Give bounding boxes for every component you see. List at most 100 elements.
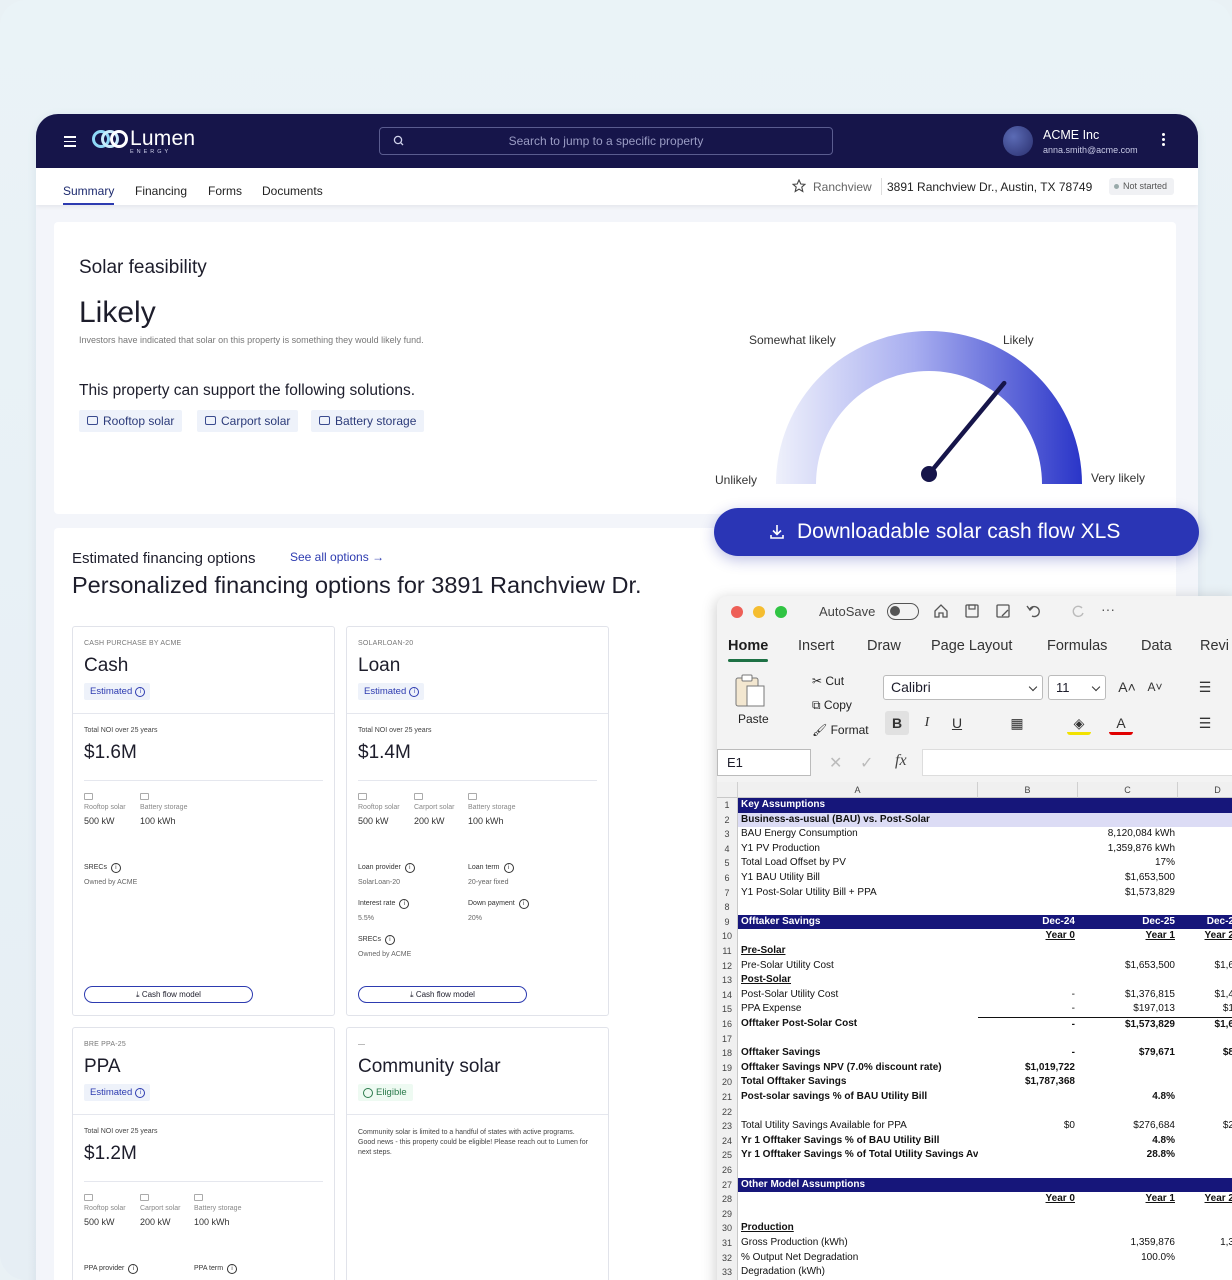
table-cell[interactable]: - [978, 1017, 1078, 1032]
row-number[interactable]: 12 [717, 958, 738, 974]
table-cell[interactable] [1178, 1265, 1232, 1280]
cash-flow-model-button[interactable]: Cash flow model [84, 986, 253, 1003]
table-cell[interactable] [1178, 1061, 1232, 1076]
table-cell[interactable] [1178, 973, 1232, 988]
column-header[interactable]: C [1078, 782, 1178, 798]
row-number[interactable]: 11 [717, 944, 738, 959]
ribbon-tab-data[interactable]: Data [1141, 638, 1172, 654]
table-cell[interactable] [1078, 1105, 1178, 1120]
table-cell[interactable]: Yr 1 Offtaker Savings % of BAU Utility B… [741, 1134, 940, 1146]
table-cell[interactable] [978, 973, 1078, 988]
row-number[interactable]: 1 [717, 798, 738, 813]
align-left-icon[interactable]: ☰ [1198, 715, 1212, 731]
ribbon-tab-page-layout[interactable]: Page Layout [931, 638, 1013, 654]
row-number[interactable]: 22 [717, 1104, 738, 1120]
table-cell[interactable]: Total Offtaker Savings [741, 1076, 847, 1088]
cut-button[interactable]: ✂ Cut [812, 674, 844, 688]
table-cell[interactable] [978, 1221, 1078, 1236]
table-cell[interactable]: $1,6 [1178, 1017, 1232, 1032]
function-icon[interactable]: fx [895, 752, 907, 769]
ribbon-tab-insert[interactable]: Insert [798, 638, 835, 654]
table-cell[interactable] [978, 856, 1078, 871]
table-cell[interactable]: $2 [1222, 1120, 1232, 1132]
favorite-star-icon[interactable] [792, 179, 806, 193]
ribbon-tab-home[interactable]: Home [728, 638, 769, 662]
table-cell[interactable] [1078, 1221, 1178, 1236]
table-cell[interactable] [1178, 842, 1232, 857]
table-cell[interactable] [978, 1178, 1078, 1193]
row-number[interactable]: 18 [717, 1046, 738, 1061]
table-cell[interactable]: Year 0 [1045, 1193, 1075, 1205]
cash-flow-model-button[interactable]: Cash flow model [358, 986, 527, 1003]
row-number[interactable]: 26 [717, 1163, 738, 1178]
row-number[interactable]: 33 [717, 1265, 738, 1280]
table-cell[interactable] [978, 1090, 1078, 1105]
table-cell[interactable]: Offtaker Post-Solar Cost [741, 1018, 858, 1029]
table-cell[interactable] [978, 886, 1078, 901]
home-icon[interactable] [932, 602, 950, 620]
close-window-button[interactable] [731, 606, 743, 618]
table-cell[interactable]: $79,671 [1138, 1047, 1175, 1059]
minimize-window-button[interactable] [753, 606, 765, 618]
formula-bar-input[interactable] [922, 749, 1232, 776]
spreadsheet-grid[interactable]: A B C D 1 Key Assumptions 2 Business-as-usu… [717, 782, 1232, 1280]
row-number[interactable]: 17 [717, 1031, 738, 1047]
estimated-badge[interactable]: Estimated [358, 683, 425, 700]
row-number[interactable]: 2 [717, 812, 738, 828]
table-cell[interactable] [741, 1163, 978, 1178]
borders-icon[interactable]: ▦ [1010, 715, 1024, 731]
format-painter-button[interactable]: 🖌 Format [812, 723, 869, 737]
table-cell[interactable]: $1,6 [1214, 959, 1232, 971]
font-family-select[interactable]: Calibri [883, 675, 1043, 700]
table-cell[interactable] [1178, 827, 1232, 842]
table-cell[interactable] [1178, 856, 1232, 871]
table-cell[interactable]: $8 [1222, 1047, 1232, 1059]
table-cell[interactable]: Y1 Post-Solar Utility Bill + PPA [741, 886, 877, 898]
table-cell[interactable]: $1,573,829 [1124, 886, 1175, 898]
row-number[interactable]: 25 [717, 1148, 738, 1163]
name-box[interactable]: E1 [717, 749, 811, 776]
table-cell[interactable]: 28.8% [1146, 1149, 1175, 1161]
table-cell[interactable] [978, 871, 1078, 886]
table-cell[interactable]: Y1 BAU Utility Bill [741, 872, 820, 883]
table-cell[interactable]: 1,359,876 [1130, 1237, 1176, 1248]
table-cell[interactable]: 17% [1154, 857, 1175, 869]
table-cell[interactable]: $276,684 [1133, 1120, 1175, 1132]
italic-button[interactable]: I [924, 715, 930, 730]
row-number[interactable]: 5 [717, 856, 738, 871]
table-cell[interactable]: $1,573,829 [1078, 1017, 1178, 1032]
row-number[interactable]: 29 [717, 1206, 738, 1222]
row-number[interactable]: 24 [717, 1133, 738, 1149]
table-cell[interactable] [741, 900, 978, 915]
paste-label[interactable]: Paste [738, 712, 769, 726]
table-cell[interactable] [1178, 1221, 1232, 1236]
row-number[interactable]: 13 [717, 973, 738, 988]
menu-icon[interactable] [64, 136, 76, 147]
table-cell[interactable]: Post-Solar [741, 974, 792, 986]
row-number[interactable]: 4 [717, 841, 738, 857]
download-xls-banner[interactable]: Downloadable solar cash flow XLS [714, 508, 1199, 556]
cancel-icon[interactable]: ✕ [829, 755, 843, 772]
table-cell[interactable] [1178, 1251, 1232, 1266]
table-cell[interactable] [978, 813, 1078, 828]
table-cell[interactable] [1178, 1163, 1232, 1178]
copy-button[interactable]: ⧉ Copy [812, 698, 852, 713]
table-cell[interactable] [1178, 1090, 1232, 1105]
row-number[interactable]: 23 [717, 1119, 738, 1134]
table-cell[interactable]: $1 [1222, 1003, 1232, 1015]
table-cell[interactable] [978, 1265, 1078, 1280]
fill-color-icon[interactable]: ◈ [1067, 711, 1091, 735]
avatar[interactable] [1003, 126, 1033, 156]
table-cell[interactable] [741, 929, 978, 944]
increase-font-icon[interactable]: A˄ [1118, 679, 1136, 695]
table-cell[interactable]: Year 0 [1045, 930, 1075, 942]
row-number[interactable]: 31 [717, 1236, 738, 1251]
table-cell[interactable]: 1,3 [1220, 1237, 1232, 1248]
table-cell[interactable] [1178, 944, 1232, 959]
row-number[interactable]: 8 [717, 900, 738, 915]
row-number[interactable]: 3 [717, 827, 738, 842]
row-number[interactable]: 15 [717, 1002, 738, 1017]
table-cell[interactable]: Total Load Offset by PV [741, 857, 846, 869]
table-cell[interactable] [1078, 1163, 1178, 1178]
table-cell[interactable]: 1,359,876 kWh [1107, 842, 1175, 854]
